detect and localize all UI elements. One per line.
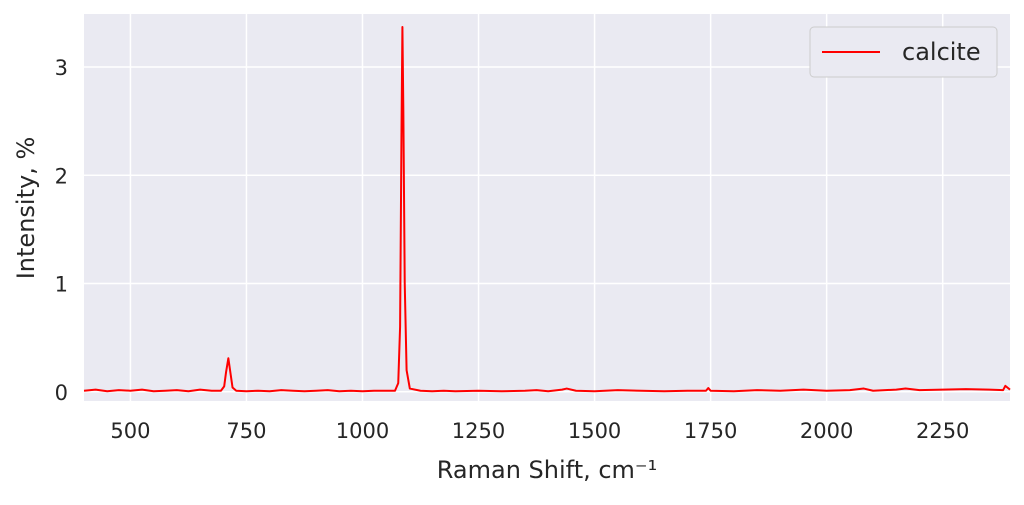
x-tick-label: 500 xyxy=(110,419,150,443)
x-tick-label: 1500 xyxy=(568,419,621,443)
y-tick-label: 2 xyxy=(55,164,68,188)
plot-area xyxy=(84,14,1010,401)
y-tick-label: 3 xyxy=(55,56,68,80)
x-tick-label: 2250 xyxy=(916,419,969,443)
x-tick-label: 1000 xyxy=(336,419,389,443)
data-line xyxy=(83,25,1011,393)
y-axis-label: Intensity, % xyxy=(12,137,40,280)
x-axis-label: Raman Shift, cm⁻¹ xyxy=(437,456,657,484)
x-tick-label: 1250 xyxy=(452,419,505,443)
y-tick-label: 1 xyxy=(55,273,68,297)
x-tick-label: 2000 xyxy=(800,419,853,443)
legend-label: calcite xyxy=(902,38,981,66)
y-tick-label: 0 xyxy=(55,381,68,405)
legend-box xyxy=(809,26,998,78)
x-tick-label: 1750 xyxy=(684,419,737,443)
x-tick-label: 750 xyxy=(226,419,266,443)
